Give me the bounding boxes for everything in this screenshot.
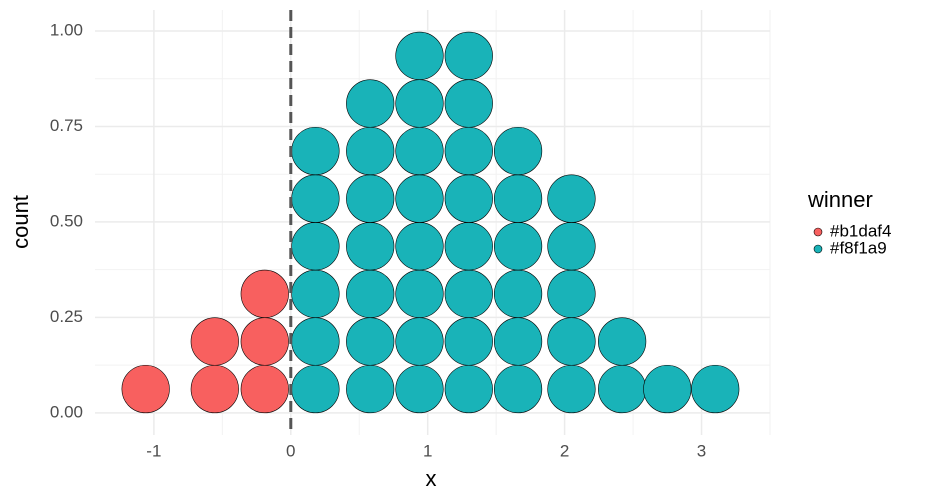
dot — [444, 174, 493, 223]
dot — [395, 222, 444, 271]
dot — [598, 364, 647, 414]
dot — [346, 174, 395, 223]
y-tick-label: 1.00 — [50, 20, 83, 39]
y-tick-label: 0.50 — [50, 211, 83, 230]
dot — [395, 79, 444, 128]
dot — [643, 364, 692, 414]
dot — [493, 126, 543, 176]
dot — [444, 269, 493, 318]
dot — [395, 174, 444, 223]
dot — [395, 364, 444, 414]
dot — [493, 222, 543, 271]
dot — [444, 31, 493, 80]
dot — [240, 364, 289, 414]
dot — [493, 317, 543, 366]
dot — [691, 364, 740, 414]
dot — [291, 174, 340, 223]
x-tick-label: 3 — [697, 441, 706, 460]
dot — [493, 174, 543, 223]
dot — [547, 269, 596, 318]
dot — [547, 222, 596, 271]
dot — [346, 79, 395, 128]
dot — [395, 31, 444, 80]
dot — [121, 364, 170, 414]
legend-label: #f8f1a9 — [830, 238, 887, 257]
dot — [240, 317, 289, 366]
x-tick-label: -1 — [146, 441, 161, 460]
dot — [547, 317, 596, 366]
y-tick-label: 0.00 — [50, 402, 83, 421]
dot — [444, 79, 493, 128]
dot — [493, 364, 543, 414]
dot — [547, 174, 596, 223]
dot — [346, 269, 395, 318]
dot — [190, 364, 239, 414]
dot — [444, 222, 493, 271]
dot — [240, 269, 289, 318]
x-axis-label: x — [426, 466, 437, 491]
y-tick-label: 0.75 — [50, 116, 83, 135]
dot — [190, 317, 239, 366]
dot — [444, 126, 493, 176]
legend-label: #b1daf4 — [830, 221, 891, 240]
dot — [444, 317, 493, 366]
dot — [291, 364, 340, 414]
dot — [346, 126, 395, 176]
dot — [395, 317, 444, 366]
dot — [395, 269, 444, 318]
dot — [346, 364, 395, 414]
y-tick-label: 0.25 — [50, 307, 83, 326]
dot — [346, 317, 395, 366]
dot — [598, 317, 647, 366]
legend-key — [813, 227, 823, 237]
dot — [547, 364, 596, 414]
legend-title: winner — [807, 187, 873, 212]
legend-key — [813, 244, 823, 254]
x-tick-label: 2 — [560, 441, 569, 460]
dot — [493, 269, 543, 318]
y-axis-label: count — [8, 195, 33, 249]
x-tick-label: 1 — [423, 441, 432, 460]
dot — [291, 317, 340, 366]
dot — [346, 222, 395, 271]
dot — [291, 126, 340, 176]
x-tick-label: 0 — [286, 441, 295, 460]
dot — [291, 269, 340, 318]
dot — [395, 126, 444, 176]
dot — [291, 222, 340, 271]
dot — [444, 364, 493, 414]
